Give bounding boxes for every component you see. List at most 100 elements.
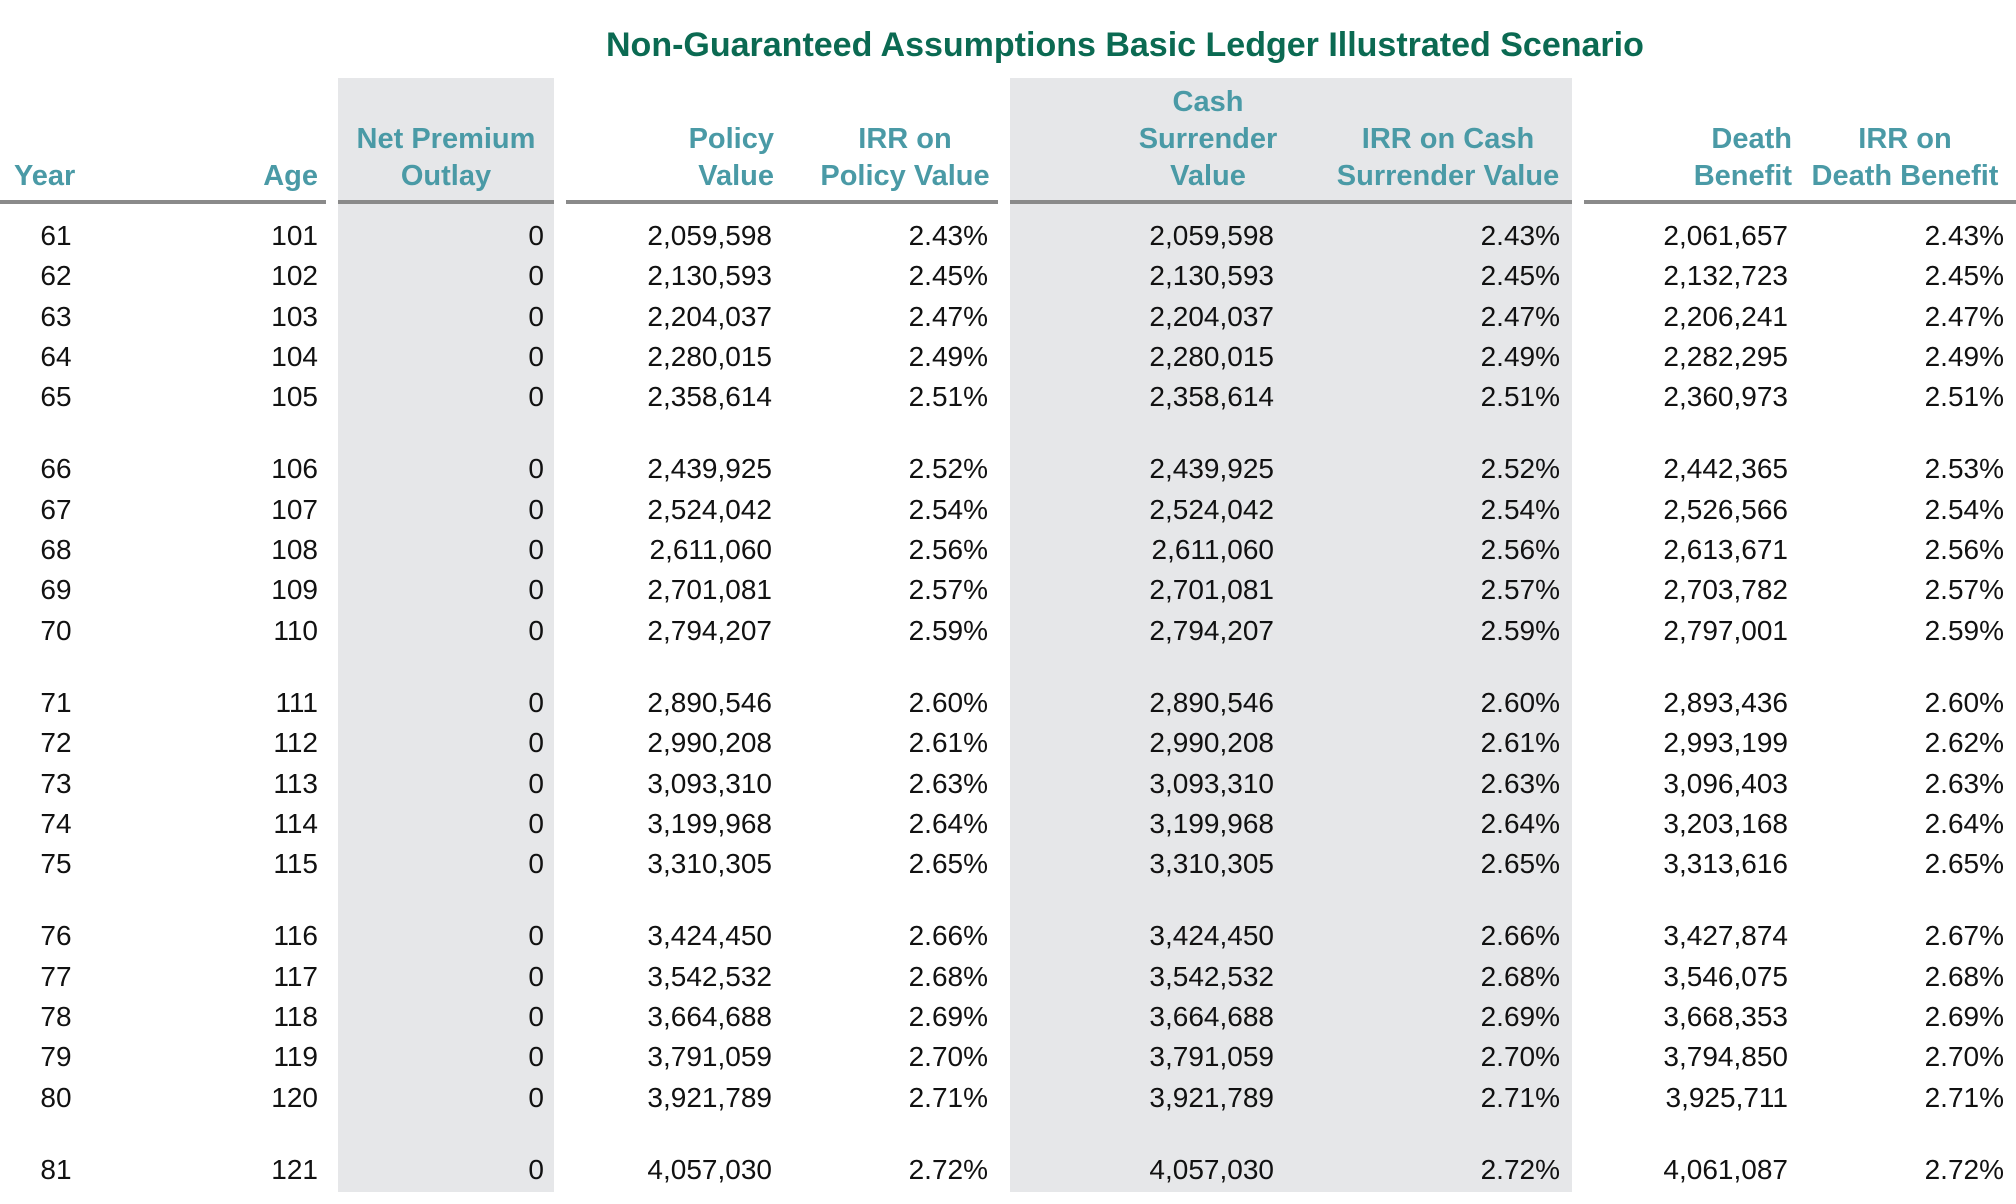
ledger-title: Non-Guaranteed Assumptions Basic Ledger … — [606, 26, 1644, 64]
header-irr-cash-surrender: IRR on Cash Surrender Value — [1336, 123, 1560, 192]
header-rule-death — [1584, 200, 2016, 204]
policy-value-cell: 2,204,037 — [647, 300, 772, 332]
irr-death-cell: 2.67% — [1924, 920, 2004, 952]
irr-cash-cell: 2.52% — [1480, 453, 1560, 485]
irr-cash-cell: 2.64% — [1480, 807, 1560, 839]
death-benefit-cell: 2,061,657 — [1663, 220, 1788, 251]
irr-cash-cell: 2.54% — [1480, 493, 1560, 525]
cash-surrender-cell: 3,199,968 — [1149, 807, 1274, 839]
age-cell: 101 — [271, 220, 318, 251]
cash-surrender-cell: 2,059,598 — [1149, 220, 1274, 251]
irr-cash-cell: 2.65% — [1480, 848, 1560, 880]
irr-death-cell: 2.54% — [1924, 493, 2004, 525]
net-premium-cell: 0 — [528, 920, 544, 952]
policy-value-cell: 2,439,925 — [647, 453, 772, 485]
age-cell: 115 — [273, 848, 318, 880]
cash-surrender-cell: 3,791,059 — [1149, 1041, 1274, 1073]
death-benefit-cell: 3,925,711 — [1665, 1081, 1789, 1113]
age-cell: 102 — [271, 260, 318, 292]
cash-surrender-cell: 3,921,789 — [1149, 1081, 1274, 1113]
cash-surrender-cell: 3,424,450 — [1149, 920, 1274, 952]
irr-policy-cell: 2.52% — [908, 453, 988, 485]
policy-value-cell: 2,794,207 — [647, 614, 772, 646]
irr-policy-cell: 2.70% — [908, 1041, 988, 1073]
policy-value-cell: 2,524,042 — [647, 493, 772, 525]
table-row: 74 114 0 3,199,968 2.64% 3,199,968 2.64% 3,203,… — [0, 804, 2016, 844]
irr-policy-cell: 2.65% — [908, 848, 988, 880]
death-benefit-cell: 2,206,241 — [1663, 300, 1788, 332]
irr-cash-cell: 2.72% — [1480, 1153, 1560, 1185]
death-benefit-cell: 2,282,295 — [1663, 340, 1788, 372]
irr-cash-cell: 2.69% — [1480, 1001, 1560, 1033]
table-row: 73 113 0 3,093,310 2.63% 3,093,310 2.63% 3,096,… — [0, 764, 2016, 804]
year-cell: 73 — [40, 767, 72, 799]
cash-surrender-cell: 2,204,037 — [1149, 300, 1274, 332]
policy-value-cell: 3,664,688 — [647, 1001, 772, 1033]
irr-death-cell: 2.59% — [1924, 614, 2004, 646]
policy-value-cell: 2,059,598 — [647, 220, 772, 251]
year-cell: 80 — [40, 1081, 72, 1113]
irr-policy-cell: 2.61% — [908, 727, 988, 759]
death-benefit-cell: 2,360,973 — [1663, 381, 1788, 413]
table-row: 76 116 0 3,424,450 2.66% 3,424,450 2.66% 3,427,… — [0, 916, 2016, 956]
table-row: 64 104 0 2,280,015 2.49% 2,280,015 2.49% 2,282,… — [0, 337, 2016, 377]
death-benefit-cell: 2,797,001 — [1663, 614, 1788, 646]
header-year: Year — [14, 160, 76, 192]
death-benefit-cell: 3,203,168 — [1663, 807, 1788, 839]
policy-value-cell: 3,542,532 — [647, 960, 772, 992]
year-cell: 81 — [40, 1153, 72, 1185]
age-cell: 118 — [273, 1001, 318, 1033]
table-row: 81 121 0 4,057,030 2.72% 4,057,030 2.72% 4,061,… — [0, 1150, 2016, 1190]
cash-surrender-cell: 4,057,030 — [1149, 1153, 1274, 1185]
death-benefit-cell: 3,794,850 — [1663, 1041, 1788, 1073]
age-cell: 116 — [273, 920, 318, 952]
table-row: 75 115 0 3,310,305 2.65% 3,310,305 2.65% 3,313,… — [0, 844, 2016, 884]
policy-value-cell: 2,358,614 — [647, 381, 772, 413]
table-row: 72 112 0 2,990,208 2.61% 2,990,208 2.61% 2,993,… — [0, 723, 2016, 763]
irr-policy-cell: 2.51% — [908, 381, 988, 413]
irr-policy-cell: 2.63% — [908, 767, 988, 799]
cash-surrender-cell: 2,130,593 — [1149, 260, 1274, 292]
irr-death-cell: 2.49% — [1924, 340, 2004, 372]
irr-policy-cell: 2.54% — [908, 493, 988, 525]
irr-cash-cell: 2.70% — [1480, 1041, 1560, 1073]
policy-value-cell: 3,791,059 — [647, 1041, 772, 1073]
age-cell: 103 — [271, 300, 318, 332]
year-cell: 67 — [40, 493, 72, 525]
irr-cash-cell: 2.68% — [1480, 960, 1560, 992]
irr-cash-cell: 2.49% — [1480, 340, 1560, 372]
net-premium-cell: 0 — [528, 727, 544, 759]
header-rule-net-premium — [338, 200, 554, 204]
year-cell: 68 — [40, 534, 72, 566]
cash-surrender-cell: 3,542,532 — [1149, 960, 1274, 992]
net-premium-cell: 0 — [528, 453, 544, 485]
policy-value-cell: 3,199,968 — [647, 807, 772, 839]
policy-value-cell: 2,130,593 — [647, 260, 772, 292]
table-row: 70 110 0 2,794,207 2.59% 2,794,207 2.59% 2,797,… — [0, 611, 2016, 651]
irr-policy-cell: 2.66% — [908, 920, 988, 952]
table-row: 68 108 0 2,611,060 2.56% 2,611,060 2.56% 2,613,… — [0, 530, 2016, 570]
cash-surrender-cell: 2,611,060 — [1151, 534, 1275, 566]
cash-surrender-cell: 2,280,015 — [1149, 340, 1274, 372]
irr-policy-cell: 2.47% — [908, 300, 988, 332]
table-row: 80 120 0 3,921,789 2.71% 3,921,789 2.71% 3,925,… — [0, 1078, 2016, 1118]
policy-value-cell: 3,310,305 — [647, 848, 772, 880]
irr-death-cell: 2.43% — [1924, 220, 2004, 251]
death-benefit-cell: 3,313,616 — [1663, 848, 1788, 880]
cash-surrender-cell: 3,310,305 — [1149, 848, 1274, 880]
header-rule-left — [0, 200, 326, 204]
age-cell: 113 — [273, 767, 318, 799]
irr-death-cell: 2.45% — [1924, 260, 2004, 292]
death-benefit-cell: 4,061,087 — [1663, 1153, 1788, 1185]
death-benefit-cell: 3,546,075 — [1663, 960, 1788, 992]
irr-cash-cell: 2.59% — [1480, 614, 1560, 646]
year-cell: 79 — [40, 1041, 72, 1073]
cash-surrender-cell: 2,890,546 — [1149, 686, 1274, 718]
irr-death-cell: 2.47% — [1924, 300, 2004, 332]
irr-cash-cell: 2.66% — [1480, 920, 1560, 952]
year-cell: 72 — [40, 727, 72, 759]
age-cell: 120 — [271, 1081, 318, 1113]
year-cell: 75 — [40, 848, 72, 880]
irr-cash-cell: 2.63% — [1480, 767, 1560, 799]
policy-value-cell: 2,990,208 — [647, 727, 772, 759]
